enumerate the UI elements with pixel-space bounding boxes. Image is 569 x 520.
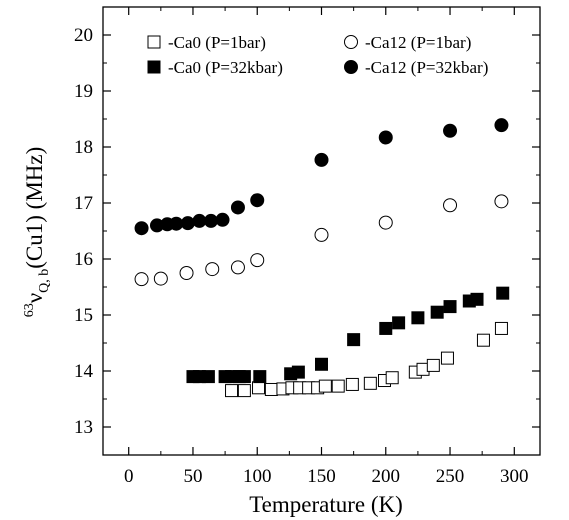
x-tick-labels: 0 50 100 150 200 250 300 — [124, 466, 529, 487]
y-axis-title: 63νQ, b(Cu1) (MHz) — [22, 147, 52, 318]
data-point — [385, 371, 399, 385]
data-point — [250, 193, 265, 208]
x-tick-label: 100 — [243, 466, 272, 487]
data-point — [470, 292, 484, 306]
y-tick-label: 19 — [74, 81, 93, 102]
y-tick-label: 20 — [74, 25, 93, 46]
legend-marker — [344, 60, 358, 74]
series-1 — [225, 321, 508, 398]
y-tick-label: 16 — [74, 249, 93, 270]
data-point — [426, 358, 440, 372]
data-point — [237, 370, 251, 384]
data-point — [331, 379, 345, 393]
legend-marker — [344, 35, 358, 49]
data-point — [476, 333, 490, 347]
data-markers — [134, 118, 510, 398]
data-point — [253, 370, 267, 384]
data-point — [345, 377, 359, 391]
data-point — [315, 357, 328, 371]
legend-label: -Ca0 (P=1bar) — [168, 33, 266, 52]
legend-marker — [147, 60, 161, 74]
y-axis-title-sub: Q, b — [37, 269, 52, 293]
data-point — [347, 333, 361, 347]
y-axis-title-symbol: ν — [22, 293, 47, 303]
y-tick-label: 14 — [74, 361, 94, 382]
series-3 — [134, 194, 509, 287]
data-point — [496, 286, 510, 300]
series-2 — [186, 286, 510, 384]
data-point — [430, 305, 444, 319]
data-point — [494, 194, 509, 209]
x-tick-label: 0 — [124, 466, 134, 487]
data-point — [363, 376, 377, 390]
data-point — [443, 198, 458, 213]
x-tick-label: 300 — [500, 466, 529, 487]
data-point — [318, 379, 332, 393]
data-point — [392, 316, 406, 330]
data-point — [443, 300, 457, 314]
data-point — [440, 351, 454, 365]
data-point — [411, 311, 425, 325]
data-point — [443, 123, 458, 138]
data-point — [225, 384, 239, 398]
data-point — [379, 321, 393, 335]
data-point — [264, 382, 278, 396]
data-point — [237, 384, 251, 398]
x-tick-label: 150 — [307, 466, 336, 487]
data-point — [203, 213, 218, 228]
data-point — [378, 215, 393, 230]
data-point — [153, 271, 168, 286]
data-point — [169, 216, 184, 231]
y-axis-title-rest: (Cu1) (MHz) — [22, 147, 47, 269]
legend-marker — [147, 35, 161, 49]
data-point — [494, 321, 508, 335]
series-4 — [134, 118, 509, 236]
data-point — [205, 262, 220, 277]
x-tick-label: 50 — [183, 466, 202, 487]
data-point — [215, 212, 230, 227]
data-point — [250, 253, 265, 268]
data-point — [192, 213, 207, 228]
y-tick-label: 17 — [74, 193, 93, 214]
legend-label: -Ca12 (P=1bar) — [365, 33, 471, 52]
data-point — [252, 381, 266, 395]
data-point — [291, 365, 305, 379]
x-tick-label: 250 — [436, 466, 465, 487]
axis-ticks — [103, 7, 540, 455]
y-axis-title-sup: 63 — [22, 303, 37, 317]
data-point — [179, 266, 194, 280]
x-tick-label: 200 — [372, 466, 401, 487]
y-tick-label: 15 — [74, 305, 93, 326]
data-point — [230, 260, 245, 275]
data-point — [180, 216, 195, 231]
data-point — [134, 272, 149, 287]
data-point — [134, 221, 149, 236]
data-point — [201, 370, 215, 384]
data-point — [494, 118, 509, 133]
y-tick-labels: 13 14 15 16 17 18 19 20 — [74, 25, 94, 438]
data-point — [314, 227, 329, 242]
x-axis-title: Temperature (K) — [249, 492, 403, 517]
y-tick-label: 13 — [74, 417, 93, 438]
legend-label: -Ca12 (P=32kbar) — [365, 58, 488, 77]
data-point — [230, 200, 245, 215]
data-point — [314, 152, 329, 167]
y-tick-label: 18 — [74, 137, 93, 158]
legend-label: -Ca0 (P=32kbar) — [168, 58, 283, 77]
data-point — [378, 130, 393, 145]
legend: -Ca0 (P=1bar) -Ca12 (P=1bar) -Ca0 (P=32kba… — [147, 33, 488, 77]
